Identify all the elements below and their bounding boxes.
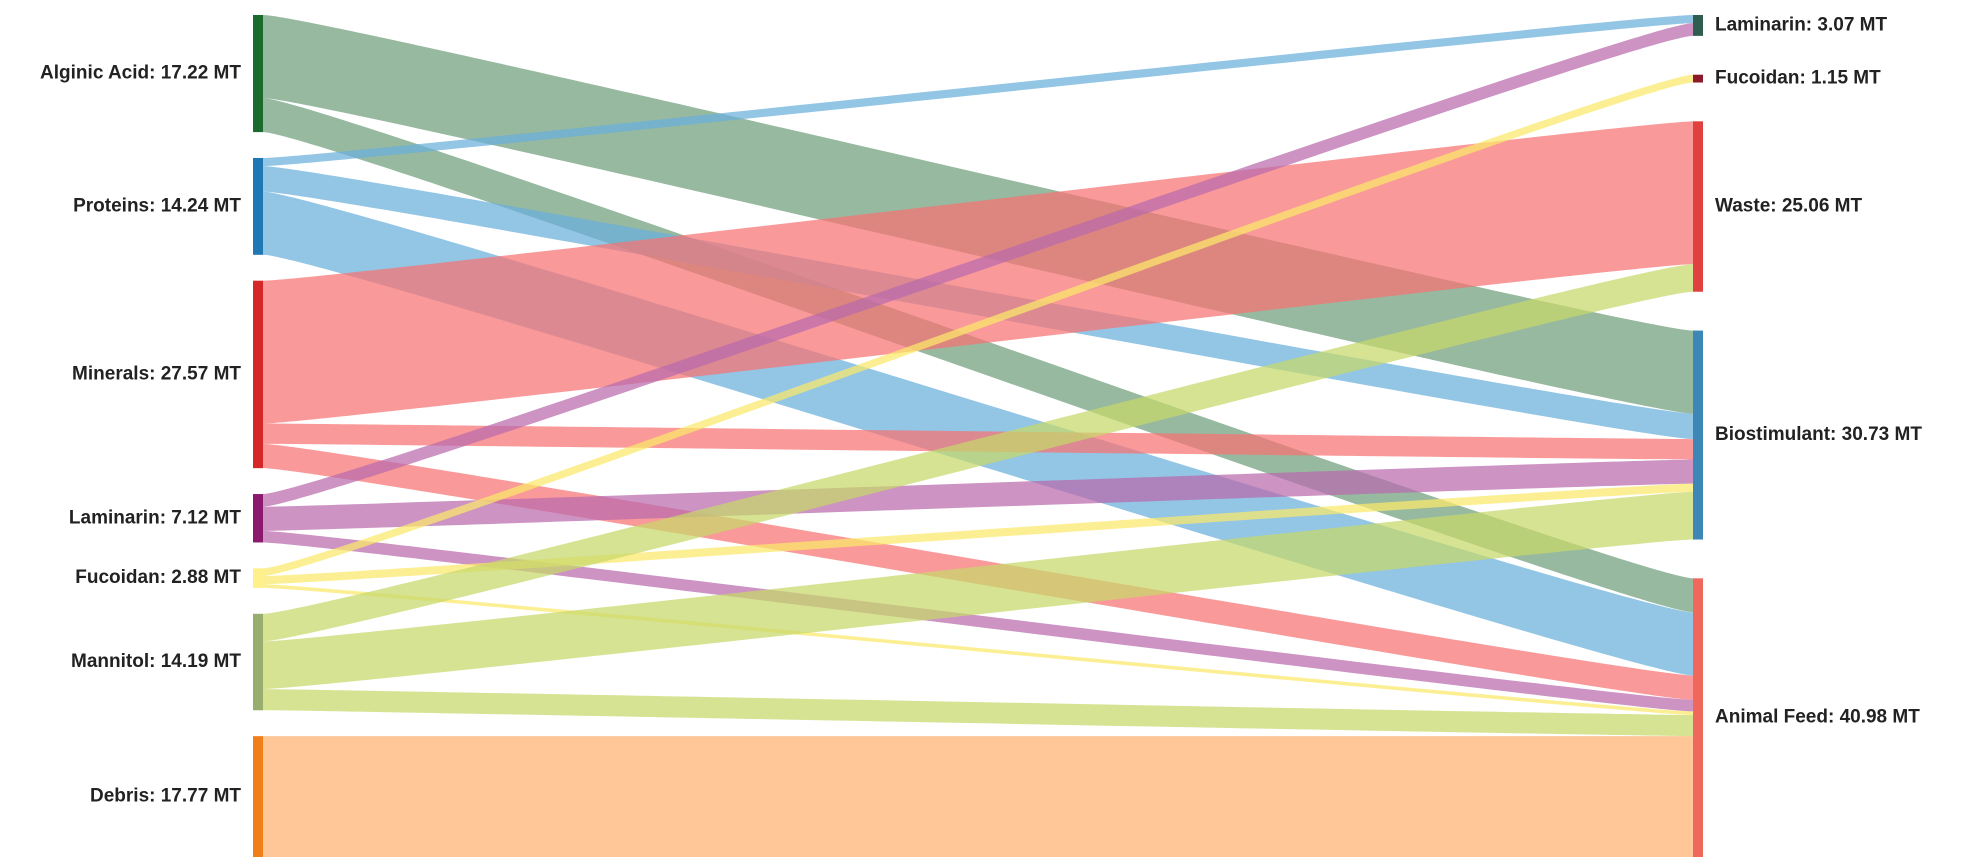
source-node <box>253 736 263 857</box>
target-label: Fucoidan: 1.15 MT <box>1715 68 1881 89</box>
link <box>263 74 1693 577</box>
target-node <box>1693 578 1703 857</box>
source-label: Proteins: 14.24 MT <box>73 195 241 216</box>
source-label: Minerals: 27.57 MT <box>72 363 241 384</box>
source-label: Debris: 17.77 MT <box>90 786 241 807</box>
source-label: Laminarin: 7.12 MT <box>69 507 241 528</box>
link <box>263 483 1693 585</box>
link <box>263 459 1693 531</box>
target-node <box>1693 330 1703 540</box>
source-node <box>253 157 263 255</box>
source-node <box>253 494 263 543</box>
source-node <box>253 15 263 133</box>
target-node <box>1693 15 1703 36</box>
target-label: Animal Feed: 40.98 MT <box>1715 707 1920 728</box>
target-node <box>1693 74 1703 83</box>
link <box>263 530 1693 712</box>
link <box>263 491 1693 690</box>
link <box>263 23 1693 507</box>
source-label: Mannitol: 14.19 MT <box>71 651 241 672</box>
target-label: Biostimulant: 30.73 MT <box>1715 424 1922 445</box>
source-node <box>253 613 263 711</box>
link <box>263 736 1693 857</box>
target-label: Waste: 25.06 MT <box>1715 196 1863 217</box>
link <box>263 689 1693 737</box>
links <box>263 15 1693 857</box>
nodes: Alginic Acid: 17.22 MT Proteins: 14.24 MT… <box>40 14 1922 857</box>
source-label: Alginic Acid: 17.22 MT <box>40 63 241 84</box>
target-node <box>1693 121 1703 292</box>
source-node <box>253 568 263 588</box>
source-node <box>253 280 263 469</box>
link <box>263 264 1693 642</box>
link <box>263 15 1693 167</box>
target-label: Laminarin: 3.07 MT <box>1715 14 1887 35</box>
source-label: Fucoidan: 2.88 MT <box>75 567 241 588</box>
